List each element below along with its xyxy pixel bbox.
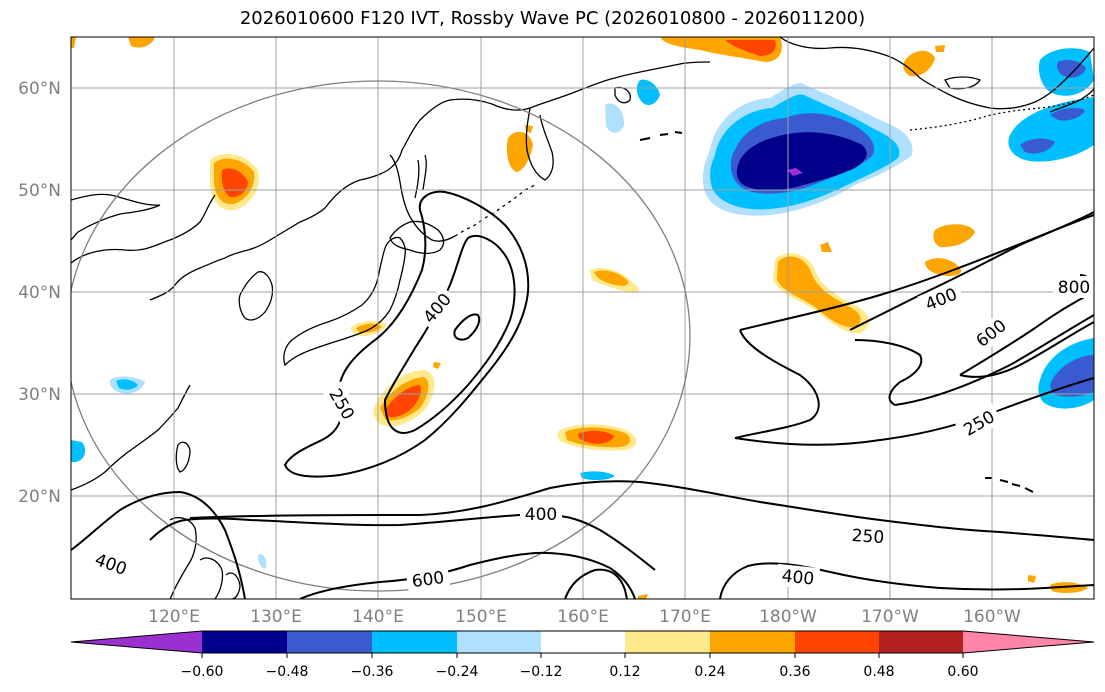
colorbar-tick: 0.48 <box>863 664 894 680</box>
positive-anomaly-midpacific <box>557 268 639 451</box>
colorbar-segment <box>625 631 710 653</box>
positive-anomaly-japan-south <box>350 320 441 427</box>
negative-anomaly-aleutian <box>702 83 913 216</box>
colorbar-segment <box>879 631 963 653</box>
contour-label-250-lower: 250 <box>851 526 885 548</box>
colorbar-tick: −0.12 <box>520 664 563 680</box>
contour-label-400-lower: 400 <box>525 505 557 525</box>
positive-anomaly-east <box>638 224 1088 599</box>
contour-label-800: 800 <box>1058 278 1090 298</box>
lon-label: 180°W <box>759 607 817 627</box>
lon-label: 130°E <box>250 607 302 627</box>
lon-label: 170°W <box>861 607 919 627</box>
colorbar-tick: −0.36 <box>351 664 394 680</box>
colorbar-tick: 0.60 <box>947 664 978 680</box>
contour-label-400-west: 400 <box>92 550 129 580</box>
lon-label: 170°E <box>659 607 711 627</box>
colorbar-segment <box>202 631 287 653</box>
map-frame <box>70 36 1095 600</box>
gridlines <box>71 37 1094 599</box>
contour-label-600-lower: 600 <box>411 568 446 592</box>
rossby-wave-region <box>71 80 691 592</box>
positive-anomaly-kamchatka <box>506 125 533 172</box>
contour-labels: 400 250 400 800 600 250 400 250 400 600 … <box>87 276 1095 593</box>
anomaly-shading <box>71 37 1094 599</box>
colorbar-tick: −0.60 <box>181 664 224 680</box>
contour-label-400-east: 400 <box>923 285 961 316</box>
colorbar-tick: 0.24 <box>694 664 725 680</box>
lat-label: 40°N <box>18 283 61 303</box>
lat-label: 50°N <box>18 181 61 201</box>
negative-anomaly-small <box>71 103 625 569</box>
contour-label-400-southeast: 400 <box>781 566 815 589</box>
lon-label: 150°E <box>455 607 507 627</box>
lon-label: 160°E <box>557 607 609 627</box>
colorbar-segment <box>541 631 625 653</box>
longitude-labels: 120°E 130°E 140°E 150°E 160°E 170°E 180°… <box>148 607 1021 627</box>
colorbar-tick: 0.12 <box>609 664 640 680</box>
latitude-labels: 60°N 50°N 40°N 30°N 20°N <box>18 79 61 507</box>
colorbar-segment <box>795 631 879 653</box>
colorbar: −0.60 −0.48 −0.36 −0.24 −0.12 0.12 0.24 … <box>70 630 1095 680</box>
ivt-contours <box>71 190 1094 599</box>
colorbar-tick: 0.36 <box>779 664 810 680</box>
lat-label: 30°N <box>18 385 61 405</box>
coastlines <box>71 37 1094 599</box>
colorbar-segment <box>372 631 457 653</box>
negative-anomaly-alaska <box>636 48 1094 162</box>
lon-label: 120°E <box>148 607 200 627</box>
colorbar-segment <box>287 631 372 653</box>
map-title: 2026010600 F120 IVT, Rossby Wave PC (202… <box>239 8 866 29</box>
colorbar-tick: −0.48 <box>266 664 309 680</box>
colorbar-segment <box>710 631 795 653</box>
colorbar-segment <box>71 631 202 653</box>
positive-anomaly-manchuria <box>210 154 259 211</box>
positive-anomaly-bering <box>71 37 945 77</box>
colorbar-segment <box>963 631 1094 653</box>
lat-label: 60°N <box>18 79 61 99</box>
lon-label: 160°W <box>963 607 1021 627</box>
lat-label: 20°N <box>18 487 61 507</box>
lon-label: 140°E <box>352 607 404 627</box>
colorbar-tick: −0.24 <box>436 664 479 680</box>
negative-anomaly-hawaii <box>1038 338 1094 409</box>
colorbar-segment <box>457 631 541 653</box>
